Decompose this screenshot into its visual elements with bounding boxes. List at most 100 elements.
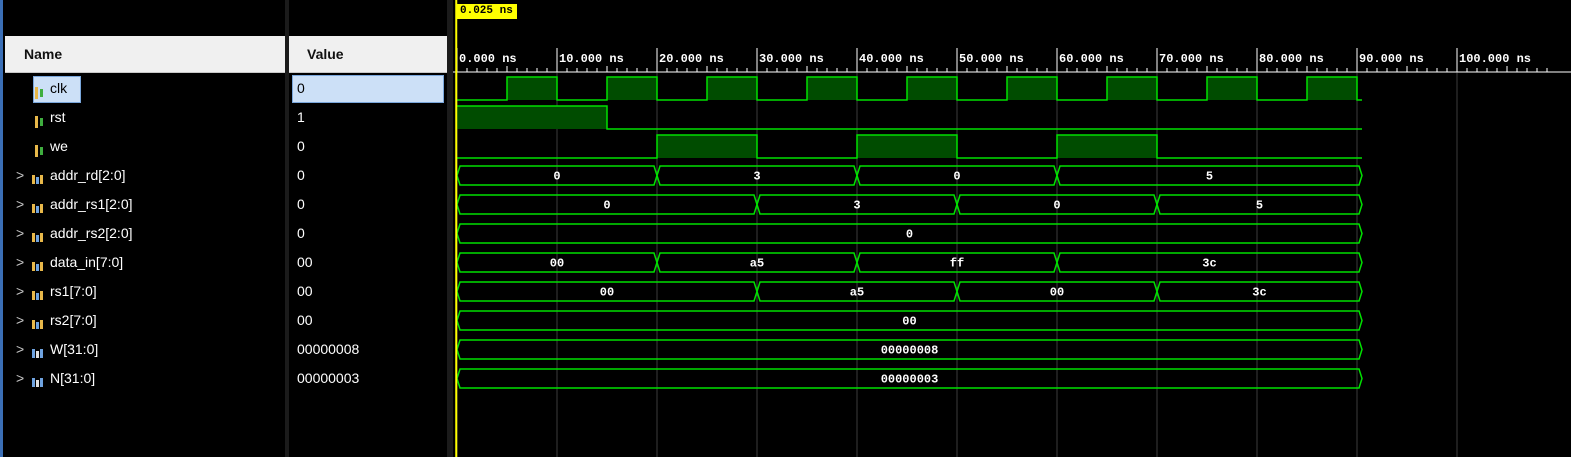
waveform-canvas[interactable]: 0.000 ns 10.000 ns 20.000 ns 30.000 ns 40.00… [453, 0, 1571, 457]
high-pulse [707, 77, 757, 100]
chevron-right-icon[interactable]: > [16, 167, 25, 183]
bus-value-label: 00000003 [881, 373, 939, 387]
bit-trace [457, 105, 1362, 130]
name-header-label: Name [24, 46, 63, 62]
parameter-icon [32, 342, 44, 358]
wave-rs2[interactable]: 00 [456, 310, 1363, 331]
wave-addr_rd[interactable]: 0 3 0 5 [456, 165, 1363, 186]
value-column-header[interactable]: Value [289, 36, 447, 73]
signal-row[interactable]: > addr_rs1[2:0] [5, 190, 285, 219]
bus-value-label: 00 [902, 315, 916, 329]
bit-trace [457, 76, 1362, 101]
signal-value-row[interactable]: 0 [289, 190, 447, 219]
signal-name: rs1[7:0] [50, 283, 97, 299]
tick-label: 20.000 ns [659, 52, 724, 66]
bus-value-label: 00 [600, 286, 614, 300]
high-pulse [907, 77, 957, 100]
signal-name: rst [50, 109, 66, 125]
selection-highlight [33, 76, 81, 103]
signal-row[interactable]: rst [5, 103, 285, 132]
bus-signal-icon [32, 255, 44, 271]
chevron-right-icon[interactable]: > [16, 370, 25, 386]
bus-signal-icon [32, 284, 44, 300]
signal-value-row[interactable]: 00 [289, 306, 447, 335]
chevron-right-icon[interactable]: > [16, 283, 25, 299]
signal-row[interactable]: > data_in[7:0] [5, 248, 285, 277]
signal-row[interactable]: > N[31:0] [5, 364, 285, 393]
signal-row[interactable]: > rs1[7:0] [5, 277, 285, 306]
bus-signal-icon [32, 197, 44, 213]
signal-row[interactable]: > addr_rs2[2:0] [5, 219, 285, 248]
wave-data_in[interactable]: 00 a5 ff 3c [456, 252, 1363, 273]
bus-value-label: ff [950, 257, 964, 271]
bus-value-label: 3c [1202, 257, 1216, 271]
wave-N[interactable]: 00000003 [456, 368, 1363, 389]
bus-value-label: 00 [550, 257, 564, 271]
tick-label: 80.000 ns [1259, 52, 1324, 66]
tick-label: 40.000 ns [859, 52, 924, 66]
high-pulse [857, 135, 957, 158]
signal-value-row[interactable]: 00000003 [289, 364, 447, 393]
bit-signal-icon [34, 110, 46, 128]
bus-value-label: a5 [750, 257, 764, 271]
wave-rst[interactable] [457, 105, 1362, 130]
signal-value-row[interactable]: 1 [289, 103, 447, 132]
signal-row[interactable]: clk [5, 74, 285, 103]
signal-name: addr_rd[2:0] [50, 167, 126, 183]
wave-rs1[interactable]: 00 a5 00 3c [456, 281, 1363, 302]
chevron-right-icon[interactable]: > [16, 254, 25, 270]
signal-value: 0 [297, 225, 305, 241]
signal-value-row[interactable]: 0 [289, 74, 447, 103]
chevron-right-icon[interactable]: > [16, 225, 25, 241]
bus-value-label: 5 [1256, 199, 1263, 213]
signal-value-row[interactable]: 0 [289, 161, 447, 190]
wave-addr_rs1[interactable]: 0 3 0 5 [456, 194, 1363, 215]
bus-segment [1056, 165, 1363, 186]
signal-value-row[interactable]: 00 [289, 277, 447, 306]
bus-value-label: 0 [553, 170, 560, 184]
chevron-right-icon[interactable]: > [16, 196, 25, 212]
chevron-right-icon[interactable]: > [16, 341, 25, 357]
tick-label: 60.000 ns [1059, 52, 1124, 66]
tick-label: 0.000 ns [459, 52, 517, 66]
high-pulse [1307, 77, 1357, 100]
signal-value-row[interactable]: 00 [289, 248, 447, 277]
signal-value: 00 [297, 283, 313, 299]
signal-value: 0 [297, 167, 305, 183]
chevron-right-icon[interactable]: > [16, 312, 25, 328]
wave-addr_rs2[interactable]: 0 [456, 223, 1363, 244]
bus-segment [456, 368, 1363, 389]
high-pulse [1107, 77, 1157, 100]
wave-clk[interactable] [457, 76, 1362, 101]
signal-value-row[interactable]: 0 [289, 132, 447, 161]
bus-value-label: 5 [1206, 170, 1213, 184]
column-divider[interactable] [285, 0, 289, 457]
signal-value-row[interactable]: 00000008 [289, 335, 447, 364]
signal-value: 00 [297, 312, 313, 328]
bit-signal-icon [34, 139, 46, 157]
time-ruler[interactable]: 0.000 ns 10.000 ns 20.000 ns 30.000 ns 40.00… [453, 48, 1571, 73]
bus-signal-icon [32, 313, 44, 329]
signal-row[interactable]: > addr_rd[2:0] [5, 161, 285, 190]
value-header-label: Value [307, 46, 344, 62]
bus-value-label: 0 [1053, 199, 1060, 213]
signal-row[interactable]: > W[31:0] [5, 335, 285, 364]
signal-row[interactable]: > rs2[7:0] [5, 306, 285, 335]
wave-W[interactable]: 00000008 [456, 339, 1363, 360]
signal-value: 0 [297, 196, 305, 212]
high-pulse [457, 106, 607, 129]
tick-label: 70.000 ns [1159, 52, 1224, 66]
tick-label: 100.000 ns [1459, 52, 1531, 66]
name-column-header[interactable]: Name [5, 36, 285, 73]
bus-value-label: 3c [1252, 286, 1266, 300]
bus-signal-icon [32, 168, 44, 184]
signal-row[interactable]: we [5, 132, 285, 161]
high-pulse [507, 77, 557, 100]
signal-value-row[interactable]: 0 [289, 219, 447, 248]
bus-segment [1056, 252, 1363, 273]
pane-divider[interactable] [447, 0, 453, 457]
signal-name: W[31:0] [50, 341, 99, 357]
wave-we[interactable] [457, 134, 1362, 159]
selection-highlight [292, 75, 444, 103]
